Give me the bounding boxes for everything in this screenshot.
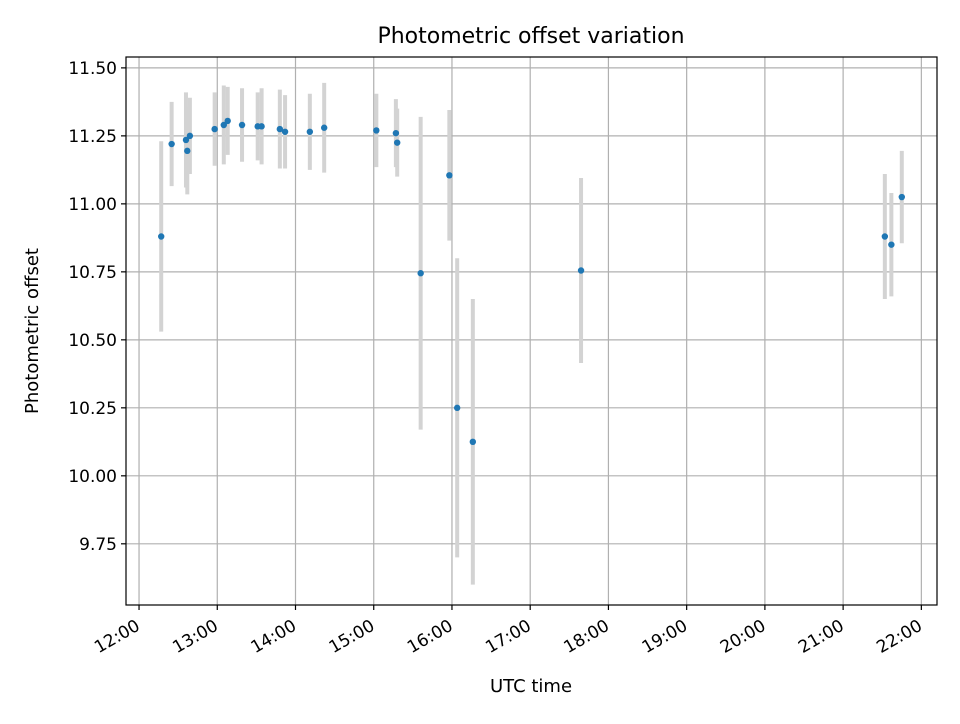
y-tick-label: 11.50 bbox=[68, 59, 117, 79]
data-point bbox=[898, 193, 905, 201]
y-tick-label: 11.00 bbox=[68, 195, 117, 215]
y-axis-label: Photometric offset bbox=[22, 248, 43, 414]
x-tick-label: 18:00 bbox=[560, 616, 612, 658]
data-point bbox=[881, 233, 889, 240]
data-point bbox=[211, 125, 218, 133]
grid bbox=[126, 57, 937, 605]
data-point bbox=[373, 127, 380, 134]
errorbars bbox=[159, 82, 904, 585]
x-tick-label: 21:00 bbox=[795, 616, 847, 658]
x-tick-label: 20:00 bbox=[717, 616, 769, 658]
data-point bbox=[184, 147, 191, 155]
data-point bbox=[320, 124, 328, 131]
data-point bbox=[238, 121, 246, 129]
data-point bbox=[281, 128, 289, 135]
x-tick-label: 12:00 bbox=[91, 616, 143, 658]
axis-ticks: 12:00 13:00 14:00 15:00 16:00 17:00 18:00 19:00… bbox=[68, 59, 926, 658]
data-point bbox=[394, 139, 401, 146]
data-points bbox=[158, 117, 905, 446]
data-point bbox=[168, 140, 175, 148]
data-point bbox=[469, 438, 477, 446]
x-tick-label: 22:00 bbox=[873, 616, 925, 658]
data-point bbox=[182, 136, 190, 144]
data-point bbox=[224, 117, 231, 125]
y-tick-label: 9.75 bbox=[79, 535, 117, 555]
x-tick-label: 19:00 bbox=[639, 616, 691, 658]
data-point bbox=[888, 241, 895, 248]
data-point bbox=[276, 125, 284, 133]
chart-title: Photometric offset variation bbox=[377, 24, 684, 49]
data-point bbox=[220, 121, 227, 129]
data-point bbox=[577, 267, 585, 274]
plot-frame bbox=[125, 56, 938, 606]
y-tick-label: 10.75 bbox=[68, 263, 117, 283]
x-tick-label: 14:00 bbox=[248, 616, 300, 658]
data-point bbox=[453, 404, 461, 412]
data-point bbox=[158, 233, 165, 240]
x-tick-label: 17:00 bbox=[482, 616, 534, 658]
x-axis-label: UTC time bbox=[490, 676, 572, 697]
x-tick-label: 15:00 bbox=[326, 616, 378, 658]
x-tick-label: 16:00 bbox=[404, 616, 456, 658]
data-point bbox=[417, 270, 424, 277]
data-point bbox=[186, 132, 194, 140]
x-tick-label: 13:00 bbox=[169, 616, 221, 658]
data-point bbox=[392, 129, 400, 137]
y-tick-label: 10.50 bbox=[68, 331, 117, 351]
data-point bbox=[446, 172, 453, 179]
y-tick-label: 10.25 bbox=[68, 399, 117, 419]
data-point bbox=[258, 123, 265, 130]
data-point bbox=[306, 128, 314, 135]
y-tick-label: 11.25 bbox=[68, 127, 117, 147]
y-tick-label: 10.00 bbox=[68, 467, 117, 487]
